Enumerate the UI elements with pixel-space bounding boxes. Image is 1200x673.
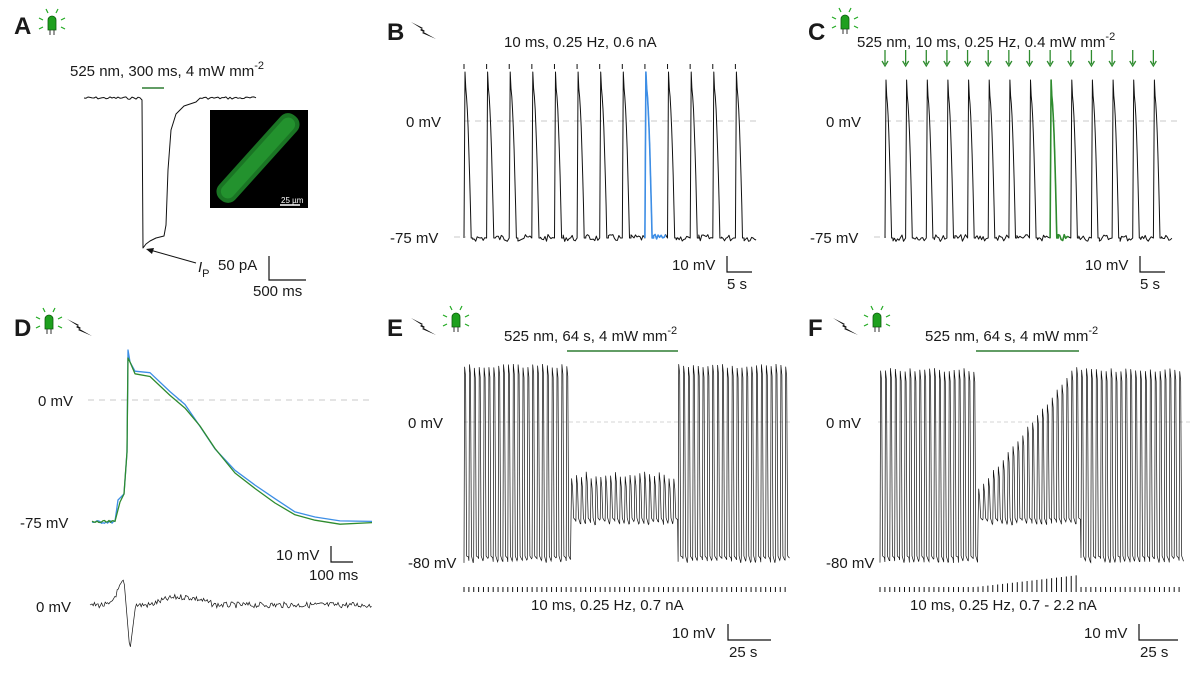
light-arrow-head: [1108, 60, 1116, 68]
light-arrow-head: [881, 60, 889, 68]
scale-y-label-c: 10 mV: [1085, 257, 1128, 274]
lightning-electrode-icon: [833, 318, 858, 335]
light-arrow-head: [1149, 60, 1157, 68]
stim-ticks-b: [463, 64, 736, 69]
y-label-80mv-f: -80 mV: [826, 555, 874, 572]
ap-trace-c: [884, 79, 1173, 242]
light-arrow-head: [984, 60, 992, 68]
light-arrow-head: [902, 60, 910, 68]
scale-y-label-b: 10 mV: [672, 257, 715, 274]
ap-trace-electrical-d: [91, 349, 373, 524]
y-label-diff-d: 0 mV: [36, 599, 71, 616]
scale-x-label-d: 100 ms: [309, 567, 358, 584]
light-arrow-head: [1025, 60, 1034, 68]
green-led-icon: [35, 307, 63, 335]
cell-shape: [216, 113, 300, 203]
panel-label-f: F: [808, 315, 823, 342]
y-label-80mv-e: -80 mV: [408, 555, 456, 572]
scale-y-label-e: 10 mV: [672, 625, 715, 642]
y-label-0mv-f: 0 mV: [826, 415, 861, 432]
light-arrows-c: [881, 50, 1157, 68]
scale-x-label-e: 25 s: [729, 644, 757, 661]
scale-y-label-d: 10 mV: [276, 547, 319, 564]
light-arrow-head: [1129, 60, 1137, 68]
green-led-icon: [831, 7, 859, 35]
scale-y-label-f: 10 mV: [1084, 625, 1127, 642]
ip-label: IP: [198, 259, 210, 280]
scale-bar-f: [1138, 624, 1178, 641]
panel-b: B 10 ms, 0.25 Hz, 0.6 nA 0 mV -75 mV 10 …: [387, 19, 760, 293]
ap-trace-optical-d: [91, 357, 373, 525]
ip-arrow-head: [146, 248, 154, 254]
stimulus-label-e: 525 nm, 64 s, 4 mW mm-2: [504, 325, 677, 345]
scale-y-label-a: 50 pA: [218, 257, 257, 274]
difference-trace-d: [89, 579, 372, 647]
panel-label-a: A: [14, 13, 31, 40]
light-arrow-head: [1087, 60, 1095, 68]
scale-x-label-a: 500 ms: [253, 283, 302, 300]
green-led-icon: [442, 305, 470, 333]
inset-scale-label: 25 µm: [281, 196, 304, 205]
light-arrow-head: [1046, 60, 1054, 68]
y-label-75mv-d: -75 mV: [20, 515, 68, 532]
lightning-electrode-icon: [67, 319, 92, 336]
stim-ticks-f: [879, 575, 1180, 592]
scale-bar-e: [727, 624, 771, 641]
green-led-icon: [38, 8, 66, 36]
ap-trace-b: [463, 71, 757, 242]
scale-bar-a: [268, 256, 306, 281]
light-arrow-head: [1067, 60, 1075, 68]
stim-ticks-e: [463, 587, 786, 592]
y-label-0mv-c: 0 mV: [826, 114, 861, 131]
pulses-label-e: 10 ms, 0.25 Hz, 0.7 nA: [531, 597, 684, 614]
light-arrow-head: [943, 60, 951, 68]
light-arrow-head: [964, 60, 972, 68]
scale-bar-b: [726, 256, 752, 273]
ip-arrow-line: [149, 249, 197, 264]
scale-x-label-c: 5 s: [1140, 276, 1160, 293]
panel-c: C 525 nm, 10 ms, 0.25 Hz, 0.4 mW mm-2 0 …: [808, 7, 1180, 293]
highlighted-ap-b: [644, 71, 667, 240]
stimulus-label-f: 525 nm, 64 s, 4 mW mm-2: [925, 325, 1098, 345]
panel-f: F 525 nm, 64 s, 4 mW mm-2 0 mV -80 mV 10…: [808, 305, 1190, 661]
lightning-electrode-icon: [411, 22, 436, 39]
y-label-0mv-b: 0 mV: [406, 114, 441, 131]
green-led-icon: [863, 305, 891, 333]
stimulus-label-a: 525 nm, 300 ms, 4 mW mm-2: [70, 60, 264, 80]
panel-label-e: E: [387, 315, 403, 342]
panel-label-c: C: [808, 19, 825, 46]
y-label-0mv-e: 0 mV: [408, 415, 443, 432]
panel-e: E 525 nm, 64 s, 4 mW mm-2 0 mV -80 mV 10…: [387, 305, 790, 661]
pulses-label-f: 10 ms, 0.25 Hz, 0.7 - 2.2 nA: [910, 597, 1097, 614]
stimulus-label-c: 525 nm, 10 ms, 0.25 Hz, 0.4 mW mm-2: [857, 31, 1115, 51]
panel-d: D 0 mV -75 mV 10 mV 100 ms 0 mV: [14, 307, 373, 647]
light-arrow-head: [922, 60, 930, 68]
current-trace-a: [83, 96, 257, 249]
y-label-0mv-d: 0 mV: [38, 393, 73, 410]
scale-x-label-b: 5 s: [727, 276, 747, 293]
highlighted-ap-c: [1049, 79, 1069, 242]
scale-x-label-f: 25 s: [1140, 644, 1168, 661]
panel-a: A 525 nm, 300 ms, 4 mW mm-2 25 µm IP 50 …: [14, 8, 308, 300]
ap-trace-e: [463, 363, 790, 564]
panel-label-b: B: [387, 19, 404, 46]
y-label-75mv-c: -75 mV: [810, 230, 858, 247]
ap-trace-f: [879, 367, 1184, 564]
stimulus-label-b: 10 ms, 0.25 Hz, 0.6 nA: [504, 34, 657, 51]
lightning-electrode-icon: [411, 318, 436, 335]
scale-bar-c: [1139, 256, 1165, 273]
y-label-75mv-b: -75 mV: [390, 230, 438, 247]
panel-label-d: D: [14, 315, 31, 342]
light-arrow-head: [1005, 60, 1013, 68]
scale-bar-d: [330, 546, 353, 563]
